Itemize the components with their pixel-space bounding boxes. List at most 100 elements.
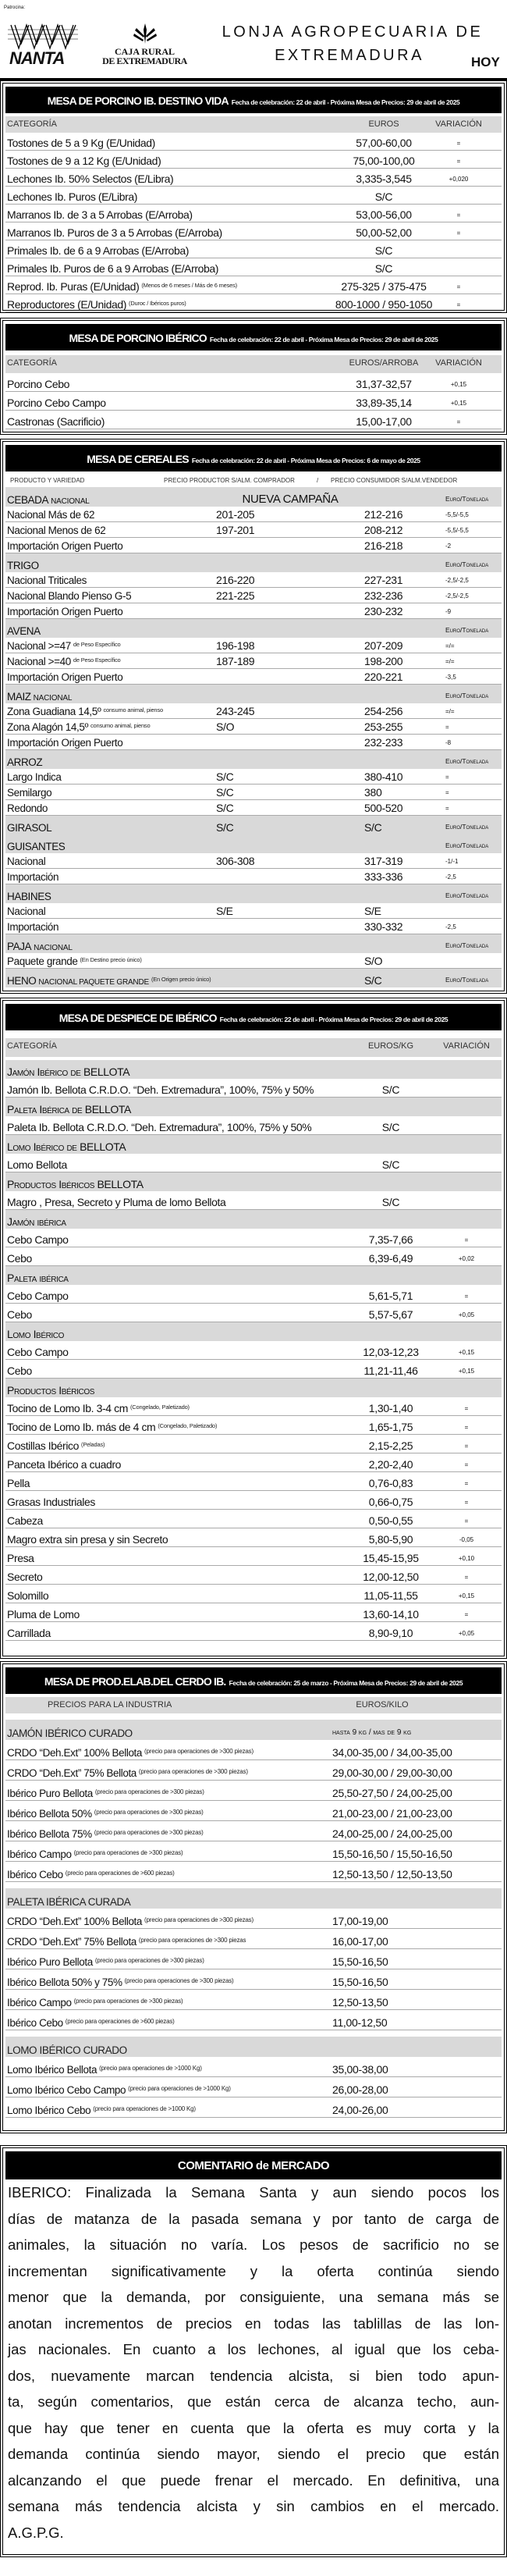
table-row: Reproductores (E/Unidad) (Duroc / Ibérico… (5, 294, 502, 312)
col-header-euros-kg: EUROS/KG (367, 1041, 414, 1051)
section-title-bar: MESA DE PORCINO IB. DESTINO VIDA Fecha de… (5, 87, 502, 113)
row-label-group: Productos Ibéricos (7, 1384, 94, 1397)
row-label: Marranos Ib. de 3 a 5 Arrobas (E/Arroba) (7, 208, 193, 221)
row-label-group: Paquete grande (En Destino precio único) (7, 955, 142, 967)
row-label: GIRASOL (7, 822, 52, 834)
row-price: 1,30-1,40 (368, 1402, 413, 1414)
table-row: Grasas Industriales 0,66-0,75 = (5, 1491, 502, 1510)
row-label-group: Paleta Ib. Bellota C.R.D.O. “Deh. Extrem… (7, 1121, 312, 1133)
row-price: S/E (216, 905, 233, 917)
row-note: (En Destino precio único) (80, 956, 142, 963)
row-label: HABINES (7, 891, 51, 902)
table-row: Ibérico Bellota 75% (precio para operacio… (5, 1821, 502, 1841)
row-label: Reproductores (E/Unidad) (7, 298, 127, 311)
column-headers: CATEGORÍA EUROS VARIACIÓN (5, 116, 502, 133)
row-label: Lechones Ib. 50% Selectos (E/Libra) (7, 173, 174, 185)
row-label: Lomo Ibérico de BELLOTA (7, 1140, 126, 1153)
table-row: CRDO “Deh.Ext” 100% Bellota (precio para … (5, 1740, 502, 1760)
row-note: (Menos de 6 meses / Más de 6 meses) (141, 282, 237, 289)
row-label: CEBADA (7, 494, 49, 506)
row-campaign: NUEVA CAMPAÑA (242, 493, 339, 506)
column-headers: PRODUCTO Y VARIEDAD PRECIO PRODUCTOR S/A… (5, 471, 502, 487)
row-label-group: Grasas Industriales (7, 1496, 95, 1508)
row-label-group: Redondo (7, 802, 48, 814)
table-row: Cebo 5,57-5,67 +0,05 (5, 1304, 502, 1322)
row-variation: -2,5/-2,5 (445, 577, 469, 584)
row-label: Lomo Ibérico Bellota (7, 2064, 98, 2076)
row-label-group: CRDO “Deh.Ext” 100% Bellota (precio para … (7, 1916, 254, 1927)
row-label-group: Lomo Ibérico (7, 1328, 64, 1340)
row-note: (precio para operaciones de >600 piezas) (65, 1870, 175, 1877)
caja-rural-line2: DE EXTREMADURA (102, 55, 187, 66)
table-row: Jamón Ib. Bellota C.R.D.O. “Deh. Extrema… (5, 1079, 502, 1098)
row-label: Panceta Ibérico a cuadro (7, 1458, 122, 1471)
page-title-line2: EXTREMADURA (275, 47, 424, 64)
row-label: CRDO “Deh.Ext” 100% Bellota (7, 1916, 143, 1927)
row-label-group: Zona Alagón 14,5º consumo animal, pienso (7, 721, 151, 733)
row-price: 15,50-16,50 (332, 1976, 388, 1988)
row-variation: = (464, 1611, 469, 1618)
row-note: (precio para operaciones de >300 piezas (138, 1937, 246, 1944)
row-price: S/O (216, 720, 235, 733)
row-variation: = (464, 1499, 469, 1506)
row-label-group: LOMO IBÉRICO CURADO (7, 2044, 127, 2056)
row-variation: =/= (445, 642, 455, 649)
comment-line: jas nacionales. En cuanto a los lechones… (8, 2341, 499, 2357)
row-price: 11,00-12,50 (332, 2016, 388, 2029)
group-header-row: LOMO IBÉRICO CURADO (5, 2037, 502, 2057)
row-label: GUISANTES (7, 841, 66, 852)
row-label: Ibérico Cebo (7, 1869, 63, 1880)
group-header-row: ARROZ Euro/Tonelada (5, 750, 502, 769)
section-despiece-iberico: MESA DE DESPIECE DE IBÉRICO Fecha de cele… (0, 998, 507, 1659)
row-price: 24,00-26,00 (332, 2104, 388, 2116)
col-header-separator: / (317, 477, 319, 484)
row-label: Jamón Ibérico de BELLOTA (7, 1066, 130, 1078)
table-row: Primales Ib. Puros de 6 a 9 Arrobas (E/A… (5, 258, 502, 276)
row-price: S/C (374, 262, 393, 275)
row-label: ARROZ (7, 756, 43, 768)
comment-line: semana más tendencia alcista y sin cambi… (8, 2498, 499, 2514)
row-note: (precio para operaciones de >1000 Kg) (93, 2105, 196, 2112)
row-label: Cebo (7, 1364, 32, 1377)
row-label: PAJA (7, 941, 32, 952)
price-table: JAMÓN IBÉRICO CURADO hasta 9 kg / mas de … (5, 1720, 502, 2118)
row-label: MAIZ (7, 691, 31, 703)
row-label-group: Lomo Ibérico de BELLOTA (7, 1140, 126, 1153)
row-price-consumer: 227-231 (364, 574, 403, 586)
group-header-row: GIRASOL S/C S/C Euro/Tonelada (5, 816, 502, 834)
row-variation: +0,020 (448, 176, 469, 183)
row-variation: = (445, 789, 449, 796)
row-label-group: Nacional Blando Pienso G-5 (7, 590, 132, 602)
row-label: Cebo Campo (7, 1233, 69, 1246)
row-price: S/C (216, 802, 234, 814)
row-label: Nacional Triticales (7, 575, 87, 586)
row-price-consumer: S/E (364, 905, 381, 917)
row-price-consumer: 380-410 (364, 770, 403, 783)
row-label: LOMO IBÉRICO CURADO (7, 2044, 127, 2056)
row-variation: = (456, 158, 461, 165)
row-unit: Euro/Tonelada (445, 560, 489, 568)
row-label: Ibérico Puro Bellota (7, 1788, 93, 1799)
row-label-group: CEBADA NACIONAL (7, 494, 90, 506)
row-price: 800-1000 / 950-1050 (335, 298, 433, 311)
row-label: Ibérico Campo (7, 1848, 72, 1860)
comment-line: que hay que tener en cuenta que la ofert… (8, 2419, 499, 2436)
table-row: Cebo 6,39-6,49 +0,02 (5, 1247, 502, 1266)
row-variation: +0,05 (458, 1311, 475, 1318)
row-label-group: Ibérico Campo (precio para operaciones de… (7, 1997, 183, 2008)
row-label: Grasas Industriales (7, 1496, 96, 1508)
row-price: 25,50-27,50 / 24,00-25,00 (332, 1787, 452, 1799)
group-header-row: Productos Ibéricos (5, 1379, 502, 1397)
row-price: S/C (216, 821, 234, 834)
row-price: 15,50-16,50 / 15,50-16,50 (332, 1848, 452, 1860)
table-row: Castronas (Sacrificio) 15,00-17,00 = (5, 411, 502, 429)
row-label-group: Ibérico Bellota 75% (precio para operacio… (7, 1828, 204, 1840)
table-row: Nacional 306-308 317-319 -1/-1 (5, 853, 502, 869)
row-label-group: CRDO “Deh.Ext” 75% Bellota (precio para o… (7, 1767, 248, 1779)
row-label: CRDO “Deh.Ext” 75% Bellota (7, 1936, 136, 1948)
comment-line: IBERICO: Finalizada la Semana Santa y au… (8, 2184, 499, 2201)
row-label-group: Tocino de Lomo Ib. 3-4 cm (Congelado, Pal… (7, 1402, 190, 1414)
group-header-row: Productos Ibéricos BELLOTA (5, 1172, 502, 1191)
row-label: Paleta Ibérica de BELLOTA (7, 1103, 131, 1115)
row-label-group: Lechones Ib. 50% Selectos (E/Libra) (7, 173, 174, 185)
